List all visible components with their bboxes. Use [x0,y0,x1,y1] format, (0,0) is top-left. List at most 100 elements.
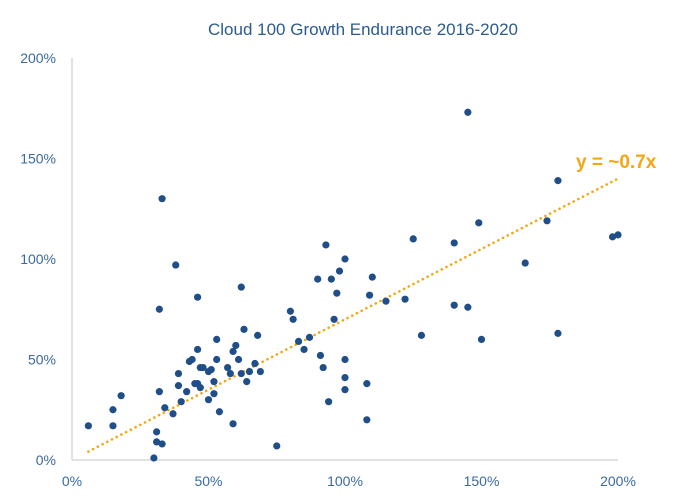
data-point [150,454,158,462]
data-point [319,363,327,372]
data-point [608,233,617,241]
data-point [210,390,218,398]
data-point [109,422,117,430]
data-point [226,369,234,378]
y-tick-label: 50% [28,352,56,368]
data-point [333,289,341,297]
data-point [300,345,308,354]
data-point [158,195,166,203]
data-point [327,275,335,283]
data-point [245,367,254,376]
y-tick-label: 0% [36,452,56,468]
data-point [335,267,344,275]
x-tick-label: 150% [464,473,500,489]
data-point [341,355,349,364]
data-point [204,396,213,404]
data-point [169,410,177,418]
data-point [174,369,183,378]
data-point [234,355,243,364]
data-point [237,283,245,291]
data-point [554,177,562,185]
data-point [224,363,232,372]
x-axis-ticks: 0% 50% 100% 150% 200% [62,473,636,489]
data-point [229,347,237,356]
data-point [314,275,322,283]
data-point [229,420,237,428]
data-point [199,363,207,372]
data-point [401,295,409,303]
data-point [273,442,281,450]
data-point [153,438,161,446]
data-point [117,392,125,400]
data-point [325,398,333,406]
data-point [177,398,185,406]
trendline-path [87,177,620,453]
y-axis-ticks: 0% 50% 100% 150% 200% [20,50,56,468]
data-point [450,239,458,247]
data-point [464,303,472,311]
x-tick-label: 100% [327,473,363,489]
data-points [84,108,622,462]
data-point [215,408,224,416]
data-point [368,273,376,281]
data-point [330,315,338,323]
x-tick-label: 200% [600,473,636,489]
data-point [237,369,245,378]
data-point [196,384,204,392]
data-point [477,335,486,343]
chart-title: Cloud 100 Growth Endurance 2016-2020 [208,20,518,39]
data-point [155,305,163,313]
data-point [614,231,622,239]
data-point [305,333,314,341]
trendline-equation: y = ~0.7x [576,152,657,173]
data-point [341,386,349,394]
data-point [365,291,374,299]
data-point [213,335,221,343]
data-point [363,416,371,424]
y-tick-label: 200% [20,50,56,66]
y-tick-label: 100% [20,251,56,267]
data-point [289,315,297,323]
data-point [84,422,92,430]
data-point [554,329,562,337]
data-point [382,297,390,305]
data-point [213,355,221,364]
data-point [251,359,259,368]
x-tick-label: 0% [62,473,82,489]
data-point [188,355,196,364]
data-point [341,255,349,263]
data-point [322,241,330,249]
data-point [475,219,483,227]
data-point [543,217,551,225]
data-point [207,365,215,374]
data-point [286,307,294,315]
data-point [294,337,303,346]
data-point [243,378,251,386]
data-point [172,261,180,269]
data-point [155,388,163,396]
data-point [109,406,117,414]
data-point [254,331,262,339]
data-point [193,293,202,301]
data-point [232,341,240,350]
data-point [193,345,202,354]
data-point [256,367,264,376]
data-point [363,380,371,388]
data-point [153,428,161,436]
data-point [183,388,191,396]
data-point [240,325,248,333]
data-point [341,373,349,382]
data-point [521,259,529,267]
data-point [174,382,183,390]
data-point [409,235,417,243]
y-tick-label: 150% [20,151,56,167]
data-point [158,440,166,448]
data-point [161,404,169,412]
data-point [450,301,458,309]
data-point [417,331,426,339]
x-tick-label: 50% [194,473,222,489]
trendline [87,177,620,453]
data-point [316,351,325,360]
data-point [464,108,472,116]
